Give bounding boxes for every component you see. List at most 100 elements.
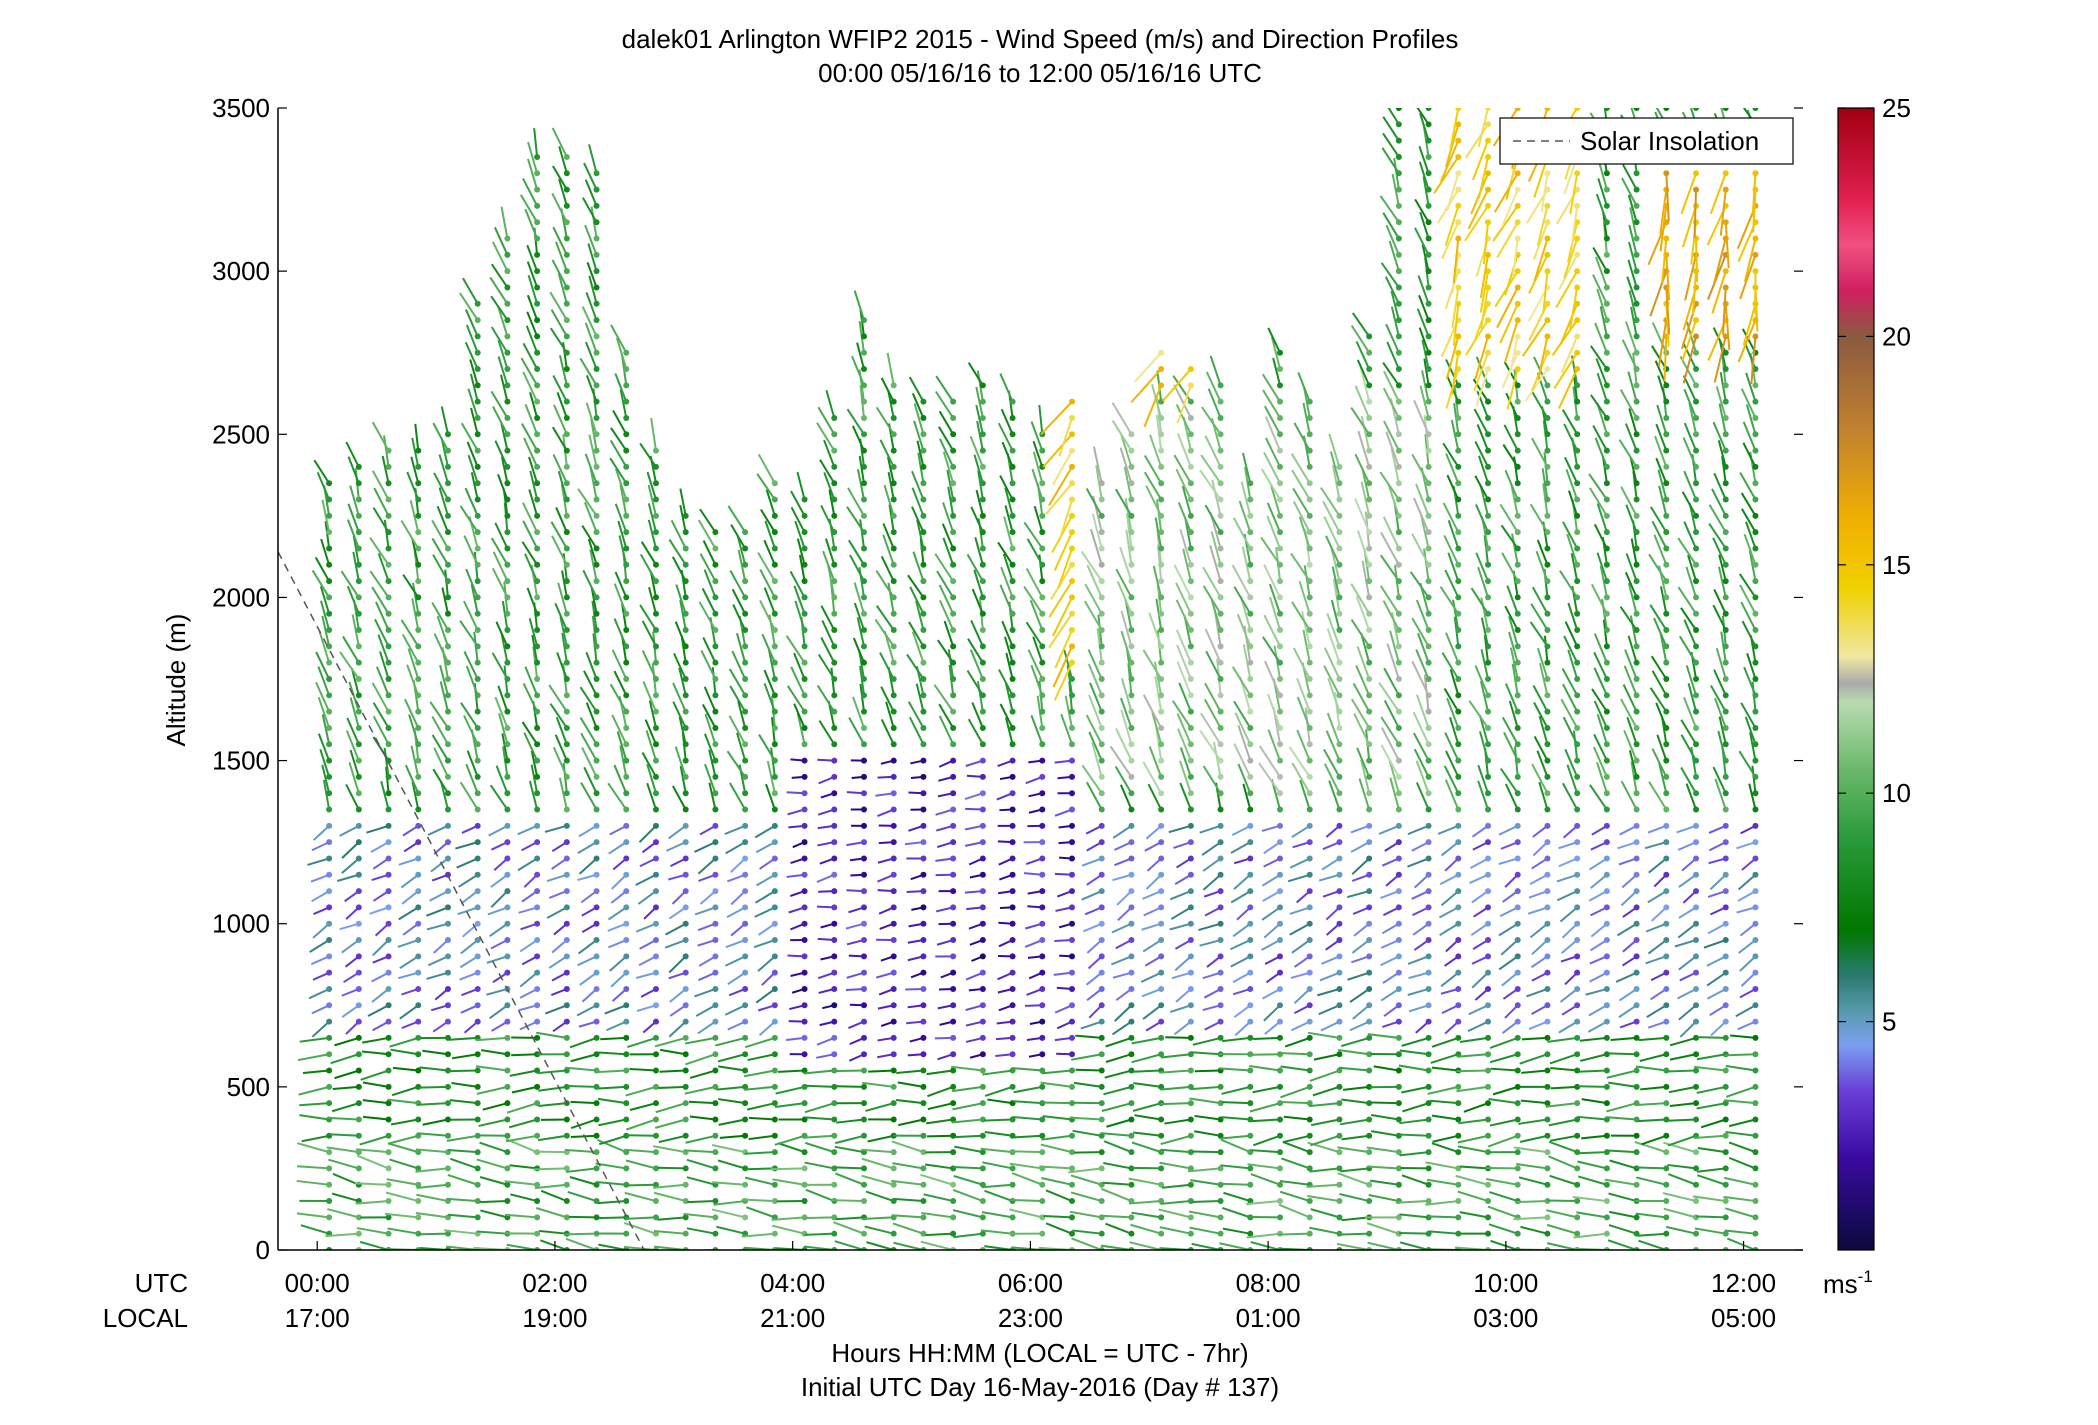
- wind-barb-point: [1068, 676, 1075, 682]
- wind-barb-staff: [1476, 424, 1489, 451]
- wind-barb-point: [415, 855, 422, 862]
- wind-barb-staff: [1381, 727, 1400, 762]
- wind-barb-point: [1425, 512, 1432, 519]
- wind-barb-point: [1247, 1230, 1254, 1237]
- wind-barb-staff: [334, 1036, 360, 1047]
- wind-barb-staff: [1170, 906, 1192, 920]
- wind-barb-point: [771, 757, 778, 764]
- wind-barb-point: [860, 855, 867, 862]
- wind-barb-point: [623, 1051, 630, 1058]
- wind-barb-staff: [482, 1102, 508, 1111]
- wind-barb-staff: [1164, 1118, 1192, 1125]
- wind-barb-point: [1306, 920, 1313, 927]
- wind-barb-point: [652, 676, 659, 682]
- wind-barb-point: [593, 692, 600, 699]
- wind-barb-point: [1425, 822, 1432, 829]
- wind-barb-point: [504, 920, 511, 927]
- wind-barb-point: [1574, 382, 1581, 389]
- wind-barb-staff: [429, 890, 449, 902]
- wind-barb-staff: [1003, 516, 1014, 549]
- wind-barb-staff: [966, 553, 984, 582]
- wind-barb-point: [1485, 202, 1492, 209]
- wind-barb-point: [1514, 676, 1521, 682]
- wind-barb-point: [1158, 1051, 1165, 1058]
- wind-barb-staff: [551, 127, 568, 158]
- wind-barb-staff: [757, 955, 776, 972]
- wind-barb-staff: [971, 702, 984, 729]
- wind-barb-staff: [1191, 1051, 1221, 1056]
- wind-barb-staff: [729, 685, 746, 713]
- wind-barb-point: [415, 790, 422, 797]
- wind-barb-staff: [746, 1206, 776, 1219]
- wind-barb-point: [1098, 1116, 1105, 1123]
- wind-barb-point: [1009, 1083, 1016, 1090]
- wind-barb-staff: [679, 765, 687, 794]
- wind-barb-staff: [1355, 665, 1371, 696]
- wind-barb-point: [504, 643, 511, 650]
- wind-barb-staff: [1048, 466, 1073, 507]
- wind-barb-staff: [1506, 585, 1519, 615]
- wind-barb-staff: [1390, 306, 1400, 337]
- wind-barb-staff: [490, 939, 508, 950]
- wind-barb-staff: [1263, 660, 1281, 696]
- wind-barb-point: [444, 627, 451, 634]
- wind-barb-point: [593, 284, 600, 291]
- wind-barb-point: [534, 496, 541, 503]
- wind-barb-point: [1039, 822, 1046, 829]
- wind-barb-point: [1247, 496, 1254, 503]
- wind-barb-point: [920, 643, 927, 650]
- wind-barb-point: [1068, 1132, 1075, 1139]
- wind-barb-staff: [1233, 700, 1252, 729]
- wind-barb-staff: [1010, 1199, 1043, 1203]
- wind-barb-point: [1187, 969, 1194, 976]
- wind-barb-staff: [658, 1134, 686, 1144]
- wind-barb-point: [1425, 839, 1432, 846]
- wind-barb-point: [415, 594, 422, 601]
- wind-barb-staff: [1479, 680, 1489, 712]
- wind-barb-point: [771, 561, 778, 568]
- wind-barb-point: [1366, 627, 1373, 634]
- wind-barb-point: [1544, 822, 1551, 829]
- wind-barb-point: [415, 822, 422, 829]
- wind-barb-staff: [1566, 764, 1579, 794]
- wind-barb-point: [1277, 643, 1284, 650]
- wind-barb-point: [890, 724, 897, 731]
- wind-barb-point: [1128, 1018, 1135, 1025]
- wind-barb-staff: [911, 393, 925, 419]
- wind-barb-point: [1395, 170, 1402, 177]
- wind-barb-point: [444, 496, 451, 503]
- wind-barb-point: [474, 366, 481, 373]
- wind-barb-staff: [1382, 212, 1400, 240]
- wind-barb-staff: [476, 1158, 508, 1170]
- wind-barb-point: [474, 920, 481, 927]
- wind-barb-staff: [1041, 1069, 1073, 1075]
- wind-barb-staff: [371, 988, 390, 1003]
- wind-barb-point: [355, 578, 362, 585]
- wind-barb-staff: [998, 669, 1014, 696]
- wind-barb-point: [1574, 578, 1581, 585]
- wind-barb-point: [1485, 1198, 1492, 1205]
- wind-barb-point: [1068, 806, 1075, 813]
- wind-barb-point: [1217, 1230, 1224, 1237]
- wind-barb-point: [1306, 1034, 1313, 1041]
- wind-barb-point: [1514, 561, 1521, 568]
- wind-barb-staff: [526, 587, 539, 615]
- wind-barb-point: [771, 1051, 778, 1058]
- wind-barb-staff: [1355, 341, 1371, 370]
- wind-barb-staff: [1293, 422, 1311, 452]
- wind-barb-point: [979, 724, 986, 731]
- wind-barb-point: [1277, 594, 1284, 601]
- wind-barb-staff: [553, 404, 568, 435]
- wind-barb-point: [1603, 627, 1610, 634]
- wind-barb-point: [1366, 1230, 1373, 1237]
- wind-barb-point: [1336, 1165, 1343, 1172]
- wind-barb-staff: [1013, 1085, 1043, 1094]
- wind-barb-staff: [360, 1069, 389, 1081]
- wind-barb-staff: [1401, 1036, 1429, 1047]
- wind-barb-staff: [414, 423, 420, 451]
- wind-barb-point: [1425, 741, 1432, 748]
- wind-barb-point: [563, 790, 570, 797]
- wind-barb-staff: [1505, 392, 1519, 419]
- wind-barb-staff: [1059, 499, 1073, 539]
- wind-barb-point: [355, 1165, 362, 1172]
